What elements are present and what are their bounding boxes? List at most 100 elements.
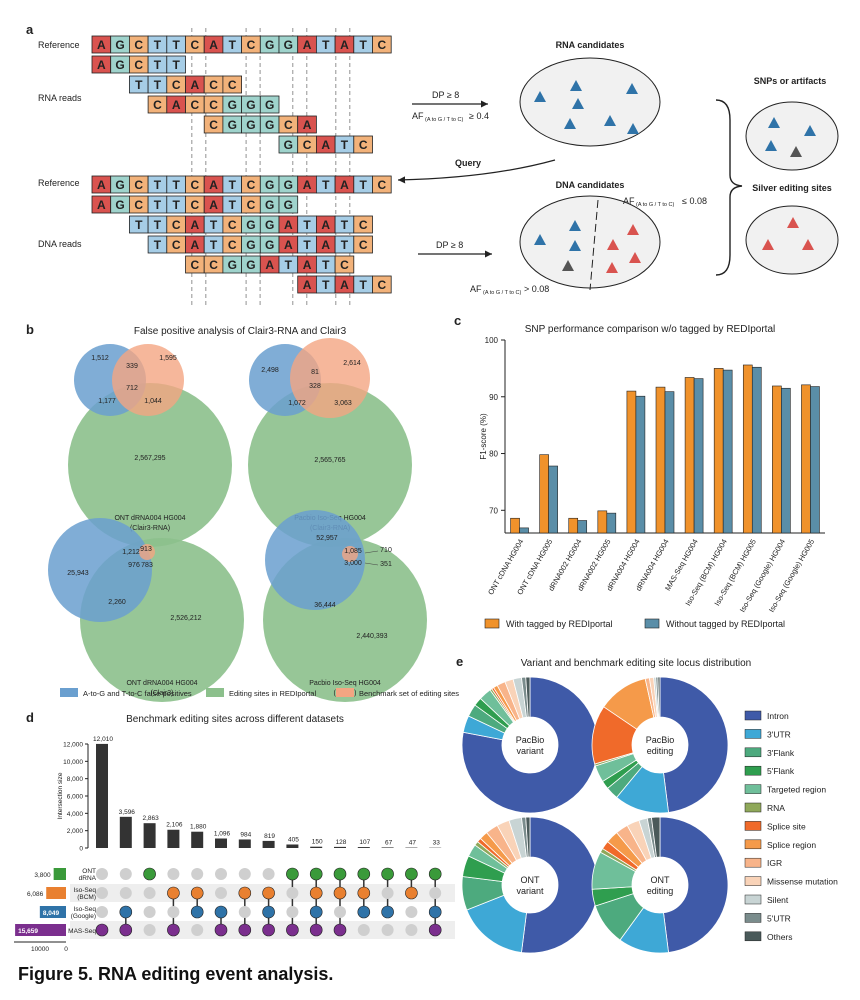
- silver-red-triangle: [787, 217, 799, 228]
- donut-legend-swatch-0: [744, 710, 762, 721]
- dna-read-1-base: A: [191, 218, 200, 232]
- dna-red-triangle: [629, 252, 641, 263]
- reference-seq-rna-base: C: [247, 38, 256, 52]
- dna-read-3-base: A: [265, 258, 274, 272]
- af-rna-sub: (A to G / T to C): [425, 117, 463, 123]
- reference-seq-dna-base: G: [284, 178, 293, 192]
- upset-dot: [167, 906, 180, 918]
- chart-c-legend-label-1: Without tagged by REDIportal: [666, 619, 785, 629]
- donut-legend-label-12: Others: [767, 932, 793, 942]
- dna-read-1-cell: [353, 215, 373, 234]
- donut-legend-swatch-3: [744, 765, 762, 776]
- donut-legend-label-0: Intron: [767, 711, 789, 721]
- snp-blue-triangle: [768, 117, 780, 128]
- af-dna-top-label: AF: [623, 196, 635, 206]
- reference-seq-rna-base: A: [303, 38, 312, 52]
- dna-read-1-base: C: [172, 218, 181, 232]
- dna-read-0-base: G: [265, 198, 274, 212]
- chart-c-bar-1: [606, 512, 617, 534]
- venn-0-label: 1,044: [144, 398, 162, 405]
- dna-read-2-base: T: [341, 238, 349, 252]
- dna-red-triangle: [607, 239, 619, 250]
- chart-d-y-tick-label: 4,000: [67, 811, 84, 818]
- panel-c-bar-chart: c SNP performance comparison w/o tagged b…: [454, 313, 825, 629]
- upset-dot: [262, 923, 275, 937]
- dna-read-2-base: T: [303, 238, 311, 252]
- silver-title: Silver editing sites: [752, 183, 832, 193]
- donut-2-slice: [521, 816, 599, 954]
- dna-read-4-base: T: [359, 278, 367, 292]
- chart-c-bar-1: [548, 465, 558, 534]
- panel-letter-c: c: [454, 313, 461, 328]
- chart-d-y-tick-label: 2,000: [67, 828, 84, 835]
- af-rna-label: AF: [412, 111, 424, 121]
- af-dna-top-sub: (A to G / T to C): [636, 202, 674, 208]
- rna-read-0-base: A: [97, 58, 106, 72]
- upset-dot: [286, 906, 299, 918]
- venn-1-label: 3,063: [334, 400, 352, 407]
- venn-3-label: 36,444: [314, 602, 336, 609]
- silver-red-triangle: [802, 239, 814, 250]
- upset-dot: [333, 923, 347, 937]
- upset-dot: [333, 867, 347, 881]
- snp-gray-triangle: [790, 146, 802, 157]
- dna-read-3-base: T: [322, 258, 330, 272]
- reference-seq-rna-base: T: [172, 38, 180, 52]
- upset-dot: [357, 886, 371, 900]
- upset-dot: [191, 924, 204, 936]
- donut-legend-swatch-2: [744, 747, 762, 758]
- venn-0-orange-circle: [112, 344, 184, 416]
- donut-legend-swatch-10: [744, 894, 762, 905]
- chart-d-y-tick-label: 0: [79, 846, 83, 853]
- chart-c-bar-1: [722, 369, 733, 534]
- set-size-label-3: 15,659: [18, 928, 38, 935]
- rna-read-2-base: C: [153, 98, 162, 112]
- donut-legend-label-1: 3'UTR: [767, 729, 791, 739]
- set-size-bar-2: [39, 906, 66, 918]
- arrow-query: [397, 159, 556, 184]
- panel-e-donut-charts: e Variant and benchmark editing site locu…: [456, 654, 838, 954]
- venn-2-caption: ONT dRNA004 HG004: [126, 680, 197, 687]
- dna-read-0-base: C: [134, 198, 143, 212]
- chart-c-y-tick-label: 90: [489, 393, 498, 402]
- reference-seq-dna-base: C: [378, 178, 387, 192]
- reference-seq-dna-base: T: [229, 178, 237, 192]
- chart-c-bar-1: [519, 527, 529, 534]
- upset-dot: [262, 886, 275, 900]
- chart-c-bar-1: [577, 520, 588, 534]
- upset-dot: [286, 887, 299, 899]
- reference-label-dna: Reference: [38, 178, 80, 188]
- venn-0-green-circle: [68, 383, 232, 547]
- dna-read-0-base: C: [191, 198, 200, 212]
- upset-dot: [95, 923, 109, 937]
- dna-read-4-cell: [372, 275, 392, 294]
- rna-read-4-base: G: [284, 138, 293, 152]
- chart-c-bar-1: [635, 395, 646, 534]
- silver-red-triangle: [762, 239, 774, 250]
- donut-legend-swatch-9: [744, 876, 762, 886]
- rna-read-2-cell: [259, 95, 280, 114]
- donut-legend-label-4: Targeted region: [767, 785, 826, 795]
- dna-read-2-base: A: [191, 238, 200, 252]
- donut-1-label: PacBio: [646, 735, 675, 745]
- reference-seq-rna-base: G: [115, 38, 124, 52]
- venn-2-label: 783: [141, 562, 153, 569]
- venn-3-label: 3,000: [344, 560, 362, 567]
- venn-2-label: 2,526,212: [170, 615, 201, 622]
- panel-d-upset-plot: d Benchmark editing sites across differen…: [14, 710, 455, 953]
- upset-dot: [238, 906, 251, 918]
- reference-seq-rna-base: A: [209, 38, 218, 52]
- set-axis-label: 0: [64, 946, 68, 953]
- upset-dot: [381, 887, 394, 899]
- rna-read-0-base: G: [115, 58, 124, 72]
- rna-read-4-base: C: [303, 138, 312, 152]
- chart-d-bar: [334, 846, 346, 848]
- reference-seq-dna-cell: [372, 175, 392, 194]
- dna-read-0-base: C: [247, 198, 256, 212]
- upset-dot: [405, 906, 418, 918]
- dna-read-0-base: G: [115, 198, 124, 212]
- dna-candidates-title: DNA candidates: [556, 180, 625, 190]
- chart-d-bar-label: 12,010: [93, 736, 113, 743]
- set-name-label-0: dRNA: [79, 875, 97, 882]
- chart-d-bar: [191, 831, 204, 848]
